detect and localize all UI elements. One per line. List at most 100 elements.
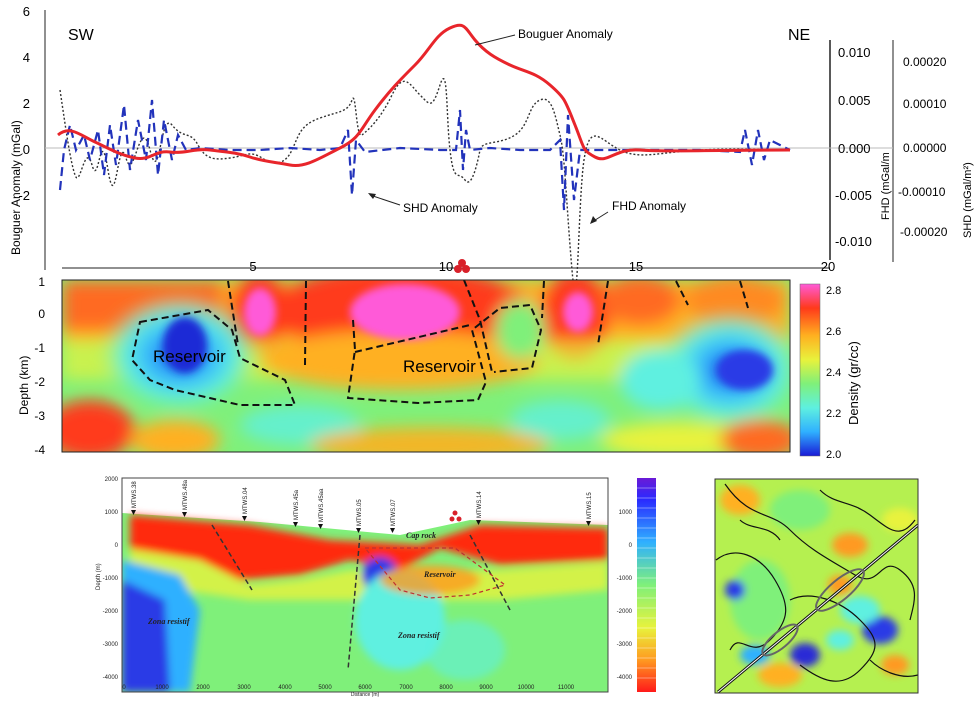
mt-right-tick: -4000 <box>617 675 633 681</box>
mt-y-tick: -3000 <box>103 642 119 648</box>
mt-x-tick: 10000 <box>518 685 535 691</box>
shd-tick: 0.00020 <box>903 55 947 69</box>
mt-y-tick: 1000 <box>105 510 119 516</box>
shd-arrowhead <box>368 193 376 199</box>
mt-x-tick: 1000 <box>155 685 169 691</box>
fhd-tick: -0.010 <box>835 234 872 249</box>
mt-x-tick: 6000 <box>358 685 372 691</box>
fhd-tick: 0.010 <box>838 45 871 60</box>
bouguer-anomaly-line <box>57 23 791 168</box>
corner-ne: NE <box>788 27 810 44</box>
station-label: MTWS.48a <box>183 479 189 510</box>
depth-axis-label: Depth (km) <box>17 356 31 415</box>
y-tick: 4 <box>23 50 30 65</box>
boundary-lines <box>130 280 749 406</box>
mt-x-label: Distance (m) <box>351 692 380 698</box>
mt-x-tick: 2000 <box>196 685 210 691</box>
cap-rock-label: Cap rock <box>406 531 436 540</box>
colorbar-bands <box>637 487 656 679</box>
mt-y-label: Depth (m) <box>96 563 102 590</box>
mt-x-tick: 7000 <box>399 685 413 691</box>
shd-tick: 0.00010 <box>903 97 947 111</box>
corner-sw: SW <box>68 27 95 44</box>
station-label: MTWS.05 <box>357 499 363 526</box>
mt-wells <box>449 510 462 522</box>
contour-lines <box>715 483 918 682</box>
density-section: Reservoir Reservoir 1 0 -1 -2 -3 -4 Dept… <box>17 275 861 461</box>
y-tick: 0 <box>23 142 30 157</box>
y-tick: -2 <box>18 188 30 203</box>
reservoir-label-2: Reservoir <box>403 357 476 376</box>
zona-resistif-label-1: Zona resistif <box>147 617 191 626</box>
mt-right-tick: 1000 <box>619 510 633 516</box>
depth-tick: -3 <box>34 409 45 423</box>
reservoir-label-1: Reservoir <box>153 347 226 366</box>
mt-right-tick: -3000 <box>617 642 633 648</box>
colorbar-tick: 2.2 <box>826 408 841 420</box>
mt-y-tick: 2000 <box>105 477 119 483</box>
fhd-label: FHD Anomaly <box>612 199 686 213</box>
fhd-anomaly-line <box>59 77 791 290</box>
resistivity-section: MTWS.38 MTWS.48a MTWS.04 MTWS.45a MTWS.4… <box>96 477 656 698</box>
station-label: MTWS.04 <box>243 487 249 514</box>
colorbar-tick: 2.0 <box>826 449 841 461</box>
mt-x-tick: 0 <box>122 685 126 691</box>
station-label: MTWS.45aa <box>319 488 325 522</box>
x-tick: 5 <box>249 259 256 274</box>
station-label: MTWS.14 <box>477 491 483 518</box>
fhd-arrowhead <box>590 216 597 224</box>
fhd-tick: 0.000 <box>838 141 871 156</box>
fhd-tick: -0.005 <box>835 188 872 203</box>
depth-tick: -2 <box>34 375 45 389</box>
mt-reservoir-label: Reservoir <box>423 570 456 579</box>
y-axis-label: Bouguer Anomaly (mGal) <box>9 120 23 255</box>
mt-y-tick: -2000 <box>103 609 119 615</box>
mt-x-tick: 5000 <box>318 685 332 691</box>
colorbar-tick: 2.4 <box>826 367 841 379</box>
station-label: MTWS.38 <box>132 481 138 508</box>
mt-boundaries <box>211 524 511 671</box>
mt-x-tick: 9000 <box>479 685 493 691</box>
station-label: MTWS.15 <box>587 492 593 519</box>
fhd-axis-label: FHD (mGal/m <box>880 152 892 220</box>
colorbar-title: Density (gr/cc) <box>846 341 861 425</box>
map-ellipse <box>761 623 799 657</box>
station-label: MTWS.07 <box>391 499 397 526</box>
x-tick: 20 <box>821 259 835 274</box>
bouguer-pointer <box>474 34 516 46</box>
fhd-tick: 0.005 <box>838 93 871 108</box>
mt-x-tick: 11000 <box>558 685 575 691</box>
zona-resistif-label-2: Zona resistif <box>397 631 441 640</box>
anomaly-map <box>714 478 919 694</box>
station-label: MTWS.45a <box>294 489 300 520</box>
mt-right-tick: -1000 <box>617 576 633 582</box>
mt-right-tick: -2000 <box>617 609 633 615</box>
shd-axis-label: SHD (mGal/m²) <box>962 162 974 238</box>
mt-right-tick: 0 <box>629 543 633 549</box>
shd-pointer <box>369 194 401 206</box>
depth-tick: -4 <box>34 443 45 457</box>
map-ellipse <box>815 568 865 612</box>
shd-anomaly-line <box>58 99 791 211</box>
mt-x-tick: 8000 <box>439 685 453 691</box>
mt-y-tick: -4000 <box>103 675 119 681</box>
mt-y-tick: -1000 <box>103 576 119 582</box>
shd-tick: -0.00010 <box>898 185 946 199</box>
x-tick: 15 <box>629 259 643 274</box>
depth-tick: 1 <box>38 275 45 289</box>
x-tick: 10 <box>439 259 453 274</box>
resistivity-colorbar <box>637 478 656 692</box>
density-colorbar <box>799 283 821 457</box>
colorbar-tick: 2.6 <box>826 326 841 338</box>
shd-tick: 0.00000 <box>903 141 947 155</box>
depth-tick: 0 <box>38 307 45 321</box>
y-tick: 6 <box>23 4 30 19</box>
bouguer-label: Bouguer Anomaly <box>518 27 613 41</box>
shd-tick: -0.00020 <box>900 225 948 239</box>
station-markers <box>131 510 591 533</box>
y-tick: 2 <box>23 96 30 111</box>
mt-x-tick: 3000 <box>237 685 251 691</box>
profile-chart: 6 4 2 0 -2 Bouguer Anomaly (mGal) SW NE … <box>9 4 974 290</box>
reservoir-outline <box>363 547 507 599</box>
